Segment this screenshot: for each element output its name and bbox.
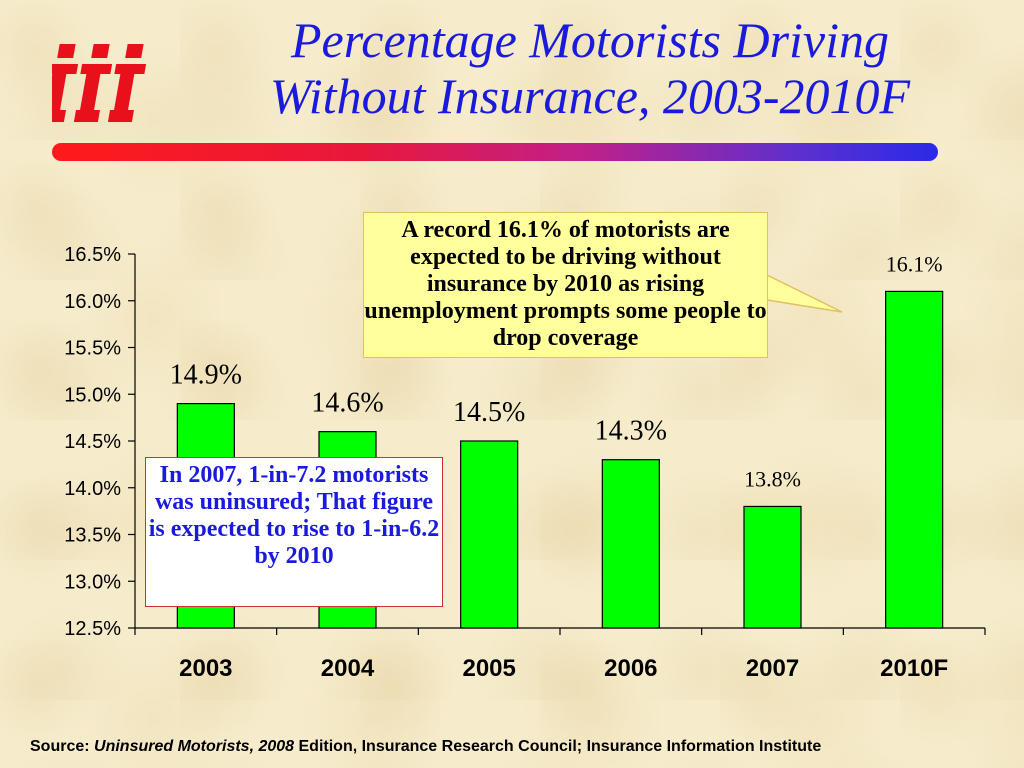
source-suffix: Edition, Insurance Research Council; Ins…: [294, 738, 822, 755]
callout-pointer: [766, 273, 843, 313]
data-label: 14.6%: [311, 388, 383, 419]
y-tick-label: 15.0%: [64, 384, 121, 406]
source-publication: Uninsured Motorists, 2008: [94, 738, 295, 755]
y-tick-label: 14.0%: [64, 478, 121, 500]
source-note: Source: Uninsured Motorists, 2008 Editio…: [30, 738, 1010, 756]
y-tick-label: 16.0%: [64, 291, 121, 313]
y-tick-label: 15.5%: [64, 338, 121, 360]
ratio-callout: In 2007, 1-in-7.2 motorists was uninsure…: [145, 457, 443, 607]
x-tick-label: 2007: [746, 655, 799, 682]
y-tick-label: 13.5%: [64, 525, 121, 547]
data-label: 16.1%: [886, 251, 943, 276]
data-label: 14.9%: [170, 360, 242, 391]
y-tick-label: 12.5%: [64, 618, 121, 640]
chart-title: Percentage Motorists Driving Without Ins…: [170, 12, 1010, 124]
record-callout: A record 16.1% of motorists are expected…: [363, 212, 768, 358]
data-label: 14.5%: [453, 397, 525, 428]
bar: [460, 440, 519, 629]
iii-logo: [52, 44, 147, 122]
x-tick-label: 2006: [604, 655, 657, 682]
bar: [601, 459, 660, 629]
title-line-2: Without Insurance, 2003-2010F: [269, 68, 911, 124]
bar: [885, 290, 944, 629]
x-tick-label: 2003: [179, 655, 232, 682]
x-tick-label: 2004: [321, 655, 375, 682]
title-underline-bar: [52, 143, 938, 161]
x-tick-label: 2010F: [880, 655, 948, 682]
y-tick-label: 13.0%: [64, 571, 121, 593]
data-label: 13.8%: [744, 466, 801, 491]
x-tick-label: 2005: [462, 655, 515, 682]
y-tick-label: 16.5%: [64, 244, 121, 266]
bar: [743, 505, 802, 629]
source-prefix: Source:: [30, 738, 95, 755]
data-label: 14.3%: [595, 416, 667, 447]
y-tick-label: 14.5%: [64, 431, 121, 453]
title-line-1: Percentage Motorists Driving: [290, 12, 890, 68]
